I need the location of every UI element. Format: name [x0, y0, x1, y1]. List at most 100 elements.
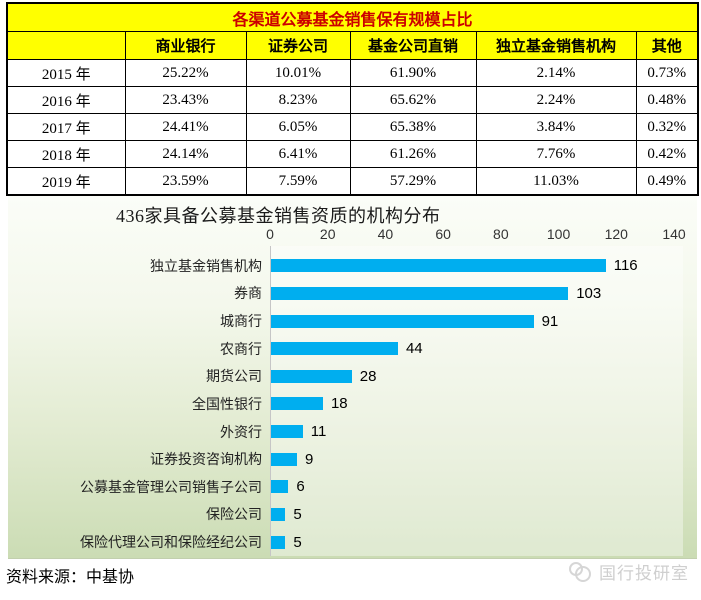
- bar-value-label: 28: [359, 367, 377, 385]
- x-tick-label: 20: [319, 226, 336, 242]
- bar: [271, 286, 569, 300]
- table-header-cell: 证券公司: [245, 31, 351, 60]
- table-cell: 8.23%: [245, 86, 351, 114]
- logo-icon: [567, 561, 593, 583]
- bar-value-label: 5: [293, 533, 302, 551]
- table-cell: 0.42%: [635, 140, 699, 168]
- bar: [271, 369, 352, 383]
- table-cell: 57.29%: [349, 167, 477, 196]
- data-table: 各渠道公募基金销售保有规模占比 商业银行 证券公司 基金公司直销 独立基金销售机构 其他…: [6, 2, 700, 196]
- table-cell: 3.84%: [475, 113, 637, 141]
- table-cell: 2.24%: [475, 86, 637, 114]
- table-cell: 0.32%: [635, 113, 699, 141]
- bar-value-label: 44: [405, 340, 423, 358]
- table-cell: 2018 年: [6, 140, 126, 168]
- bar-value-label: 116: [613, 257, 638, 275]
- bar-row: 城商行 91: [8, 308, 697, 334]
- table-header-cell: 其他: [635, 31, 699, 60]
- bar-chart: 436家具备公募基金销售资质的机构分布 0 20 40 60 80 100 120 140 独…: [8, 196, 697, 559]
- x-tick-label: 40: [377, 226, 394, 242]
- watermark: 国行投研室: [567, 559, 689, 584]
- table-cell: 2019 年: [6, 167, 126, 196]
- x-tick-label: 0: [266, 226, 274, 242]
- table-cell: 2017 年: [6, 113, 126, 141]
- category-label: 保险代理公司和保险经纪公司: [80, 536, 262, 552]
- bar-series: 独立基金销售机构 116 券商 103 城商行 91 农商行 44 期货公司 28 全国性银行 18 外…: [8, 252, 697, 556]
- category-label: 保险公司: [206, 508, 262, 524]
- bar-track: 9: [271, 451, 697, 468]
- channel-share-table: 各渠道公募基金销售保有规模占比 商业银行 证券公司 基金公司直销 独立基金销售机构 其他…: [6, 2, 700, 196]
- bar-track: 44: [271, 340, 697, 357]
- table-cell: 65.38%: [349, 113, 477, 141]
- x-axis-ticks: 0 20 40 60 80 100 120 140: [266, 226, 686, 244]
- bar-track: 18: [271, 395, 697, 412]
- bar-row: 外资行 11: [8, 419, 697, 445]
- bar-value-label: 9: [304, 450, 314, 468]
- table-cell: 2015 年: [6, 59, 126, 87]
- bar-track: 11: [271, 423, 697, 440]
- table-row: 2015 年 25.22% 10.01% 61.90% 2.14% 0.73%: [6, 59, 699, 87]
- table-cell: 7.76%: [475, 140, 637, 168]
- bar: [271, 480, 289, 494]
- category-label: 独立基金销售机构: [150, 259, 262, 275]
- bar: [271, 342, 398, 356]
- bar-value-label: 91: [541, 312, 559, 330]
- bar: [271, 425, 303, 439]
- table-header-cell: 独立基金销售机构: [475, 31, 637, 60]
- table-cell: 10.01%: [245, 59, 351, 87]
- source-note: 资料来源：中基协: [6, 569, 135, 586]
- table-cell: 2016 年: [6, 86, 126, 114]
- category-label: 外资行: [220, 425, 262, 441]
- table-row: 2016 年 23.43% 8.23% 65.62% 2.24% 0.48%: [6, 86, 699, 114]
- table-cell: 6.41%: [245, 140, 351, 168]
- table-cell: 65.62%: [349, 86, 477, 114]
- bar-track: 116: [271, 257, 697, 274]
- bar-track: 5: [271, 506, 697, 523]
- bar-value-label: 103: [576, 284, 602, 302]
- watermark-label: 国行投研室: [599, 564, 689, 583]
- bar-row: 证券投资咨询机构 9: [8, 446, 697, 472]
- bar-value-label: 18: [330, 395, 348, 413]
- bar-row: 保险代理公司和保险经纪公司 5: [8, 529, 697, 555]
- bar-value-label: 5: [293, 505, 302, 523]
- table-cell: 23.59%: [124, 167, 247, 196]
- table-header-cell: 商业银行: [124, 31, 247, 60]
- bar: [271, 507, 286, 521]
- table-cell: 24.41%: [124, 113, 247, 141]
- category-label: 券商: [234, 287, 262, 303]
- category-label: 城商行: [220, 315, 262, 331]
- x-tick-label: 60: [435, 226, 451, 242]
- table-cell: 24.14%: [124, 140, 247, 168]
- bar-row: 全国性银行 18: [8, 391, 697, 417]
- bar-track: 91: [271, 313, 697, 330]
- x-tick-label: 100: [546, 226, 571, 242]
- table-cell: 2.14%: [475, 59, 637, 87]
- x-tick-label: 120: [604, 226, 628, 242]
- table-row: 2019 年 23.59% 7.59% 57.29% 11.03% 0.49%: [6, 167, 699, 196]
- table-header-cell: [6, 31, 126, 60]
- category-label: 证券投资咨询机构: [150, 453, 262, 469]
- bar-row: 保险公司 5: [8, 501, 697, 527]
- bar-track: 6: [271, 478, 697, 495]
- table-cell: 61.90%: [349, 59, 477, 87]
- table-cell: 11.03%: [475, 167, 637, 196]
- bar-row: 农商行 44: [8, 336, 697, 362]
- bar-track: 28: [271, 368, 697, 385]
- bar: [271, 397, 323, 411]
- bar-value-label: 6: [296, 478, 305, 496]
- table-title: 各渠道公募基金销售保有规模占比: [6, 2, 699, 32]
- bar-track: 103: [271, 285, 697, 302]
- category-label: 全国性银行: [192, 397, 262, 413]
- chart-title: 436家具备公募基金销售资质的机构分布: [116, 206, 441, 226]
- category-label: 农商行: [220, 342, 262, 358]
- x-tick-label: 140: [662, 226, 686, 242]
- category-label: 期货公司: [206, 370, 262, 386]
- bar: [271, 535, 286, 549]
- bar: [271, 314, 534, 328]
- bar-row: 独立基金销售机构 116: [8, 253, 697, 279]
- table-header-cell: 基金公司直销: [349, 31, 477, 60]
- bar: [271, 452, 297, 466]
- bar: [271, 259, 606, 273]
- table-cell: 6.05%: [245, 113, 351, 141]
